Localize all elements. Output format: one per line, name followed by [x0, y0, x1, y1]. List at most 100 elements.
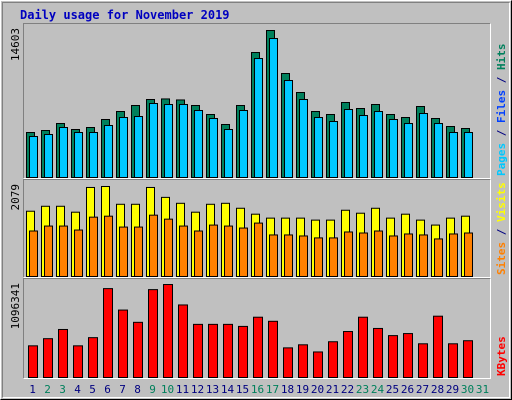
x-tick-label: 18: [281, 383, 294, 396]
bar: [59, 127, 68, 178]
bar: [238, 325, 248, 378]
bar: [224, 225, 233, 278]
bar: [209, 118, 218, 179]
bar: [403, 333, 413, 379]
bar: [373, 327, 383, 379]
bar: [404, 123, 413, 179]
bar: [58, 328, 68, 379]
y-axis-label-part: /: [495, 76, 508, 83]
bar: [254, 222, 263, 277]
panel-border: [23, 23, 491, 179]
chart-title: Daily usage for November 2019: [20, 8, 230, 22]
bar: [179, 225, 188, 278]
bar: [118, 309, 128, 379]
bar: [434, 123, 443, 179]
bar: [344, 109, 353, 178]
x-tick-label: 4: [74, 383, 81, 396]
bar: [103, 288, 113, 379]
bar: [389, 235, 398, 278]
bar: [194, 230, 203, 277]
bar: [344, 231, 353, 277]
x-tick-label: 9: [149, 383, 156, 396]
bar: [343, 331, 353, 379]
bar: [59, 225, 68, 278]
bar: [329, 121, 338, 179]
bar: [119, 117, 128, 179]
y-axis-label-part: Hits: [495, 44, 508, 71]
x-tick-label: 21: [326, 383, 339, 396]
bar: [388, 335, 398, 378]
bar: [104, 125, 113, 179]
y-tick-label: 2079: [9, 184, 22, 211]
x-tick-label: 1: [29, 383, 36, 396]
bar: [164, 104, 173, 178]
bar: [164, 218, 173, 278]
y-axis-label: Pages / Files / Hits: [495, 44, 508, 177]
bar: [419, 234, 428, 277]
bar: [313, 351, 323, 379]
bar: [163, 284, 173, 378]
bar: [448, 343, 458, 378]
y-axis-label-part: Pages: [495, 143, 508, 176]
bar: [89, 132, 98, 178]
bar: [89, 216, 98, 277]
bar: [134, 226, 143, 277]
panel-border: [23, 179, 491, 278]
bar: [223, 323, 233, 378]
bar: [374, 111, 383, 178]
y-axis-label-part: Visits: [495, 182, 508, 222]
bar: [359, 115, 368, 178]
y-axis-label-part: KBytes: [495, 336, 508, 376]
y-axis-label: KBytes: [495, 336, 508, 376]
bar: [29, 230, 38, 277]
y-axis-label-part: /: [495, 129, 508, 136]
bar: [149, 214, 158, 278]
bar: [284, 234, 293, 277]
bar: [463, 340, 473, 378]
bar: [133, 321, 143, 378]
x-tick-label: 2: [44, 383, 51, 396]
y-tick-label: 14603: [9, 28, 22, 61]
bar: [148, 289, 158, 379]
x-tick-label: 14: [221, 383, 235, 396]
bar: [299, 99, 308, 178]
bar: [104, 215, 113, 277]
bar: [253, 316, 263, 378]
bar: [193, 323, 203, 378]
bar: [374, 230, 383, 277]
bar: [464, 132, 473, 178]
y-axis-label-part: /: [495, 228, 508, 235]
bar: [88, 337, 98, 378]
bar: [149, 103, 158, 178]
bar: [134, 116, 143, 179]
x-tick-label: 15: [236, 383, 249, 396]
bar: [299, 235, 308, 278]
y-axis-label: Sites / Visits: [495, 182, 508, 275]
bar: [433, 315, 443, 378]
x-tick-label: 29: [446, 383, 459, 396]
x-tick-label: 30: [461, 383, 474, 396]
x-tick-label: 31: [476, 383, 489, 396]
bar: [268, 320, 278, 378]
x-tick-label: 19: [296, 383, 309, 396]
bar: [209, 224, 218, 278]
x-tick-label: 26: [401, 383, 414, 396]
x-tick-label: 5: [89, 383, 96, 396]
x-tick-label: 24: [371, 383, 385, 396]
y-axis-label-part: Files: [495, 90, 508, 123]
bar: [404, 233, 413, 277]
x-tick-label: 23: [356, 383, 369, 396]
bar: [283, 347, 293, 379]
x-tick-label: 8: [134, 383, 141, 396]
x-tick-label: 7: [119, 383, 126, 396]
x-tick-label: 28: [431, 383, 444, 396]
bar: [389, 119, 398, 179]
x-tick-label: 20: [311, 383, 324, 396]
bar: [119, 226, 128, 277]
bar: [419, 113, 428, 178]
panel-border: [23, 23, 491, 179]
bar: [239, 227, 248, 277]
